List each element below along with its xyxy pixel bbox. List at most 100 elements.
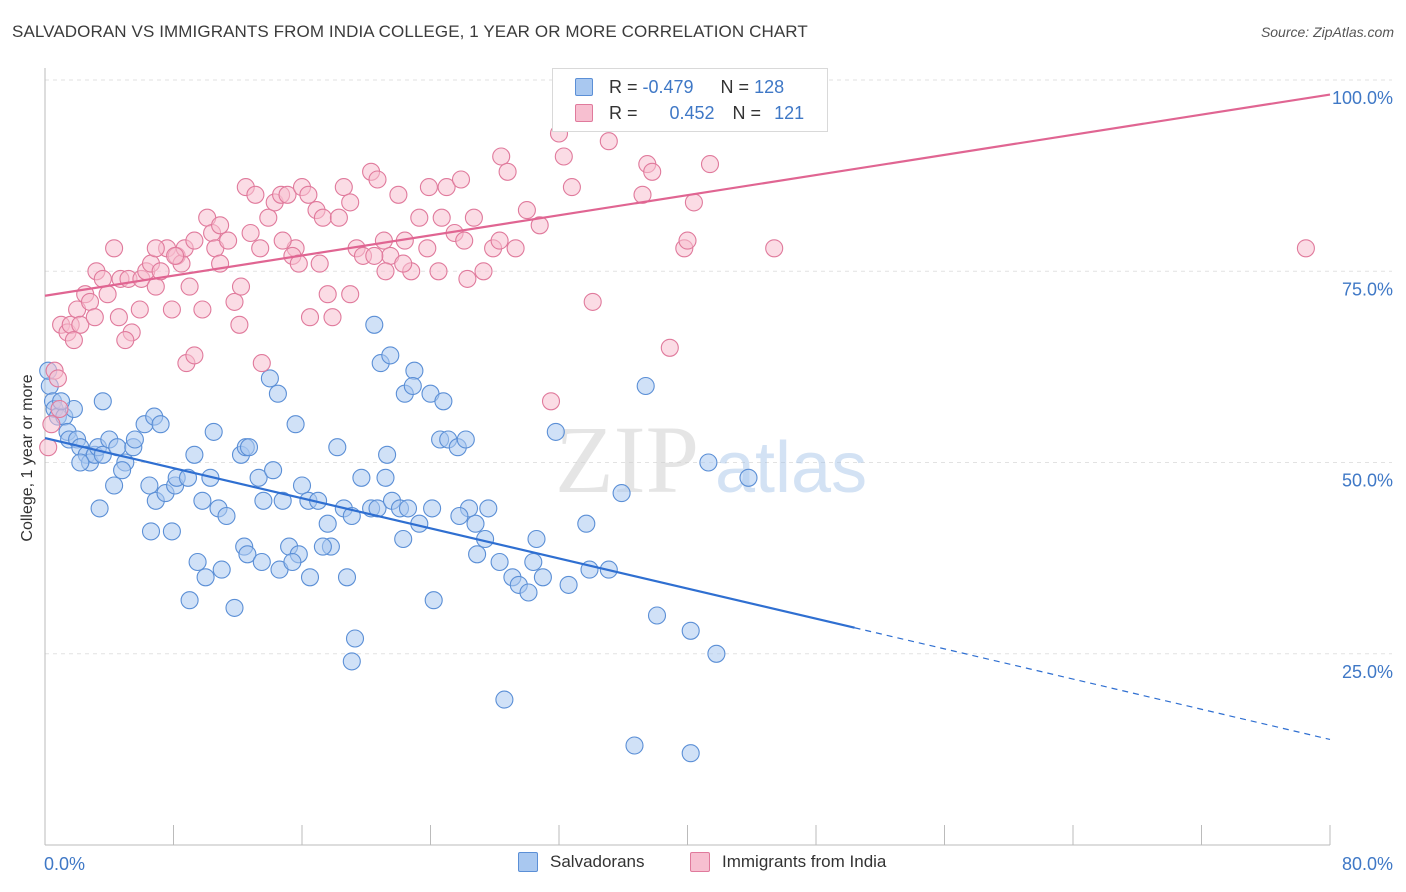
data-point <box>71 453 90 472</box>
data-point <box>286 415 305 434</box>
data-point <box>378 445 397 464</box>
data-point <box>410 208 429 227</box>
data-point <box>519 583 538 602</box>
data-point <box>451 170 471 189</box>
data-point <box>530 216 549 235</box>
data-point <box>337 568 357 587</box>
data-point <box>533 568 552 587</box>
data-point <box>259 208 278 227</box>
r-value: -0.479 <box>642 76 694 97</box>
data-point <box>405 361 424 380</box>
data-point <box>323 308 342 327</box>
legend-swatch-salvadorans <box>518 852 538 872</box>
data-point <box>419 178 438 197</box>
data-point <box>85 308 104 327</box>
data-point <box>541 392 561 411</box>
data-point <box>559 575 578 594</box>
data-point <box>583 292 602 311</box>
data-point <box>1296 239 1315 258</box>
n-value: 128 <box>754 76 785 97</box>
data-point <box>398 499 418 518</box>
data-point <box>342 652 361 671</box>
data-point <box>479 499 498 518</box>
x-tick-label: 80.0% <box>1342 854 1393 874</box>
data-point <box>125 430 144 449</box>
data-point <box>365 315 384 334</box>
data-point <box>318 514 337 533</box>
data-point <box>456 430 475 449</box>
data-point <box>424 591 443 610</box>
data-point <box>434 392 453 411</box>
data-point <box>365 246 384 265</box>
data-point <box>368 170 387 189</box>
data-point <box>739 468 758 487</box>
data-point <box>185 231 204 250</box>
data-point <box>374 231 393 250</box>
data-point <box>268 384 287 403</box>
source-label: Source: ZipAtlas.com <box>1260 24 1394 40</box>
correlation-stats-box: R = -0.479 N = 128 R = 0.452 N = 121 <box>552 68 828 132</box>
data-point <box>249 468 268 487</box>
stats-row-india: R = 0.452 N = 121 <box>575 100 804 126</box>
data-point <box>300 308 320 327</box>
data-point <box>546 422 565 441</box>
data-point <box>394 529 413 549</box>
legend-item-salvadorans: Salvadorans <box>518 852 645 872</box>
data-point <box>180 277 199 296</box>
data-point <box>684 193 703 212</box>
data-point <box>230 315 249 334</box>
data-point <box>71 315 90 334</box>
data-point <box>334 178 353 197</box>
data-point <box>498 162 517 181</box>
data-point <box>278 185 297 204</box>
data-point <box>231 277 251 296</box>
data-point <box>681 744 700 763</box>
data-point <box>527 529 546 549</box>
data-point <box>193 300 212 319</box>
data-point <box>116 331 135 350</box>
data-point <box>318 285 337 304</box>
data-point <box>98 285 117 304</box>
data-point <box>506 239 525 258</box>
data-point <box>204 422 223 441</box>
data-point <box>48 369 67 388</box>
data-point <box>464 208 483 227</box>
data-point <box>490 231 509 250</box>
data-point <box>283 552 302 572</box>
data-point <box>352 468 371 487</box>
data-point <box>225 292 244 311</box>
data-point <box>141 522 161 541</box>
watermark-atlas: atlas <box>715 428 867 508</box>
data-point <box>577 514 596 533</box>
data-point <box>707 644 726 663</box>
data-point <box>196 568 215 587</box>
data-point <box>146 239 165 258</box>
data-point <box>151 415 170 434</box>
data-point <box>345 629 365 648</box>
data-point <box>219 231 238 250</box>
data-point <box>254 491 273 510</box>
series-india <box>39 124 1315 457</box>
data-points <box>39 124 1315 763</box>
data-point <box>313 537 332 556</box>
data-point <box>50 399 69 419</box>
data-point <box>376 262 395 281</box>
stats-swatch-salvadorans <box>575 78 593 96</box>
data-point <box>185 346 204 365</box>
data-point <box>562 178 581 197</box>
stats-row-salvadorans: R = -0.479 N = 128 <box>575 74 784 100</box>
data-point <box>299 185 318 204</box>
data-point <box>64 331 83 350</box>
data-point <box>394 254 413 273</box>
data-point <box>455 231 474 250</box>
trend-lines <box>44 93 1331 741</box>
data-point <box>700 155 720 174</box>
data-point <box>765 239 784 258</box>
data-point <box>162 300 181 319</box>
data-point <box>180 591 199 610</box>
data-point <box>699 453 718 472</box>
data-point <box>146 277 165 296</box>
data-point <box>238 545 257 564</box>
watermark: ZIP atlas <box>555 406 867 513</box>
